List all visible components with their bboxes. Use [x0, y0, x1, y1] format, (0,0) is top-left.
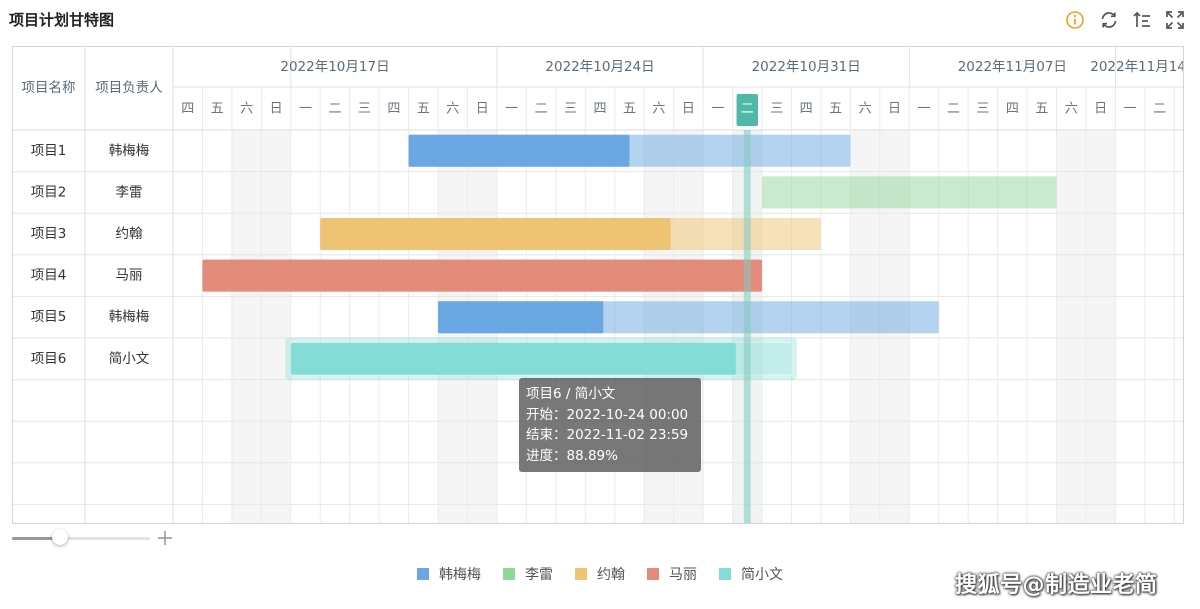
legend-item[interactable]: 约翰: [575, 564, 625, 584]
weekday-label: 一: [505, 102, 518, 117]
task-owner: 简小文: [109, 350, 150, 367]
task-progress[interactable]: [408, 134, 630, 167]
legend-swatch: [719, 568, 731, 580]
task-owner: 约翰: [116, 226, 143, 242]
weekday-label: 二: [947, 102, 960, 117]
weekday-label: 六: [859, 102, 872, 117]
task-name: 项目3: [31, 226, 67, 242]
task-name: 项目1: [31, 143, 67, 159]
weekday-label: 日: [270, 102, 283, 117]
task-progress[interactable]: [320, 218, 671, 250]
weekday-label: 一: [1124, 102, 1137, 117]
weekday-label: 四: [1006, 102, 1019, 117]
legend-item[interactable]: 马丽: [647, 564, 697, 584]
chart-border: [12, 46, 1184, 524]
weekday-label: 一: [711, 102, 724, 117]
legend-item[interactable]: 李雷: [503, 564, 553, 584]
tooltip-progress: 进度：88.89%: [526, 447, 618, 464]
task-bar[interactable]: [762, 176, 1057, 209]
legend-label: 约翰: [597, 567, 625, 583]
weekday-label: 四: [800, 102, 813, 117]
week-label: 2022年11月07日: [958, 59, 1067, 75]
zoom-in-icon[interactable]: [155, 528, 175, 548]
fullscreen-icon[interactable]: [1164, 9, 1186, 31]
legend-item[interactable]: 简小文: [719, 564, 783, 584]
legend-swatch: [503, 568, 515, 580]
weekend-column: [1056, 130, 1086, 524]
weekday-label: 六: [1065, 102, 1078, 117]
task-owner: 韩梅梅: [109, 309, 150, 325]
weekday-label: 一: [299, 102, 312, 117]
legend-label: 简小文: [741, 567, 783, 583]
weekday-label: 三: [564, 102, 577, 117]
weekday-label: 日: [476, 102, 489, 117]
refresh-icon[interactable]: [1098, 9, 1120, 31]
weekday-label: 二: [1153, 102, 1166, 117]
week-label: 2022年10月31日: [752, 59, 861, 75]
task-name: 项目4: [31, 268, 67, 284]
weekend-column: [1085, 130, 1116, 524]
page-title: 项目计划甘特图: [9, 11, 115, 29]
legend-swatch: [575, 568, 587, 580]
weekday-label: 五: [829, 102, 842, 117]
weekday-label: 四: [387, 102, 400, 117]
weekday-label: 四: [181, 102, 194, 117]
legend-label: 李雷: [525, 567, 553, 583]
legend-swatch: [647, 568, 659, 580]
weekday-label: 六: [240, 102, 253, 117]
legend-item[interactable]: 韩梅梅: [417, 564, 481, 584]
info-icon[interactable]: [1064, 9, 1086, 31]
weekday-label: 六: [652, 102, 665, 117]
weekday-label: 一: [917, 102, 930, 117]
zoom-slider[interactable]: [12, 528, 177, 548]
task-progress[interactable]: [202, 259, 762, 292]
task-name: 项目2: [31, 184, 67, 200]
task-progress[interactable]: [438, 301, 604, 334]
task-owner: 韩梅梅: [109, 143, 150, 159]
legend-label: 马丽: [669, 567, 697, 583]
weekday-label: 三: [358, 102, 371, 117]
task-name: 项目6: [31, 351, 67, 367]
legend: 韩梅梅 李雷 约翰 马丽 简小文: [0, 564, 1200, 584]
column-header-owner: 项目负责人: [95, 80, 163, 96]
sort-icon[interactable]: [1131, 9, 1153, 31]
weekday-label: 日: [888, 102, 901, 117]
weekday-label: 二: [328, 102, 341, 117]
legend-swatch: [417, 568, 429, 580]
tooltip-start: 开始：2022-10-24 00:00: [526, 406, 689, 423]
task-name: 项目5: [31, 309, 67, 325]
task-tooltip: 项目6 / 简小文 开始：2022-10-24 00:00 结束：2022-11…: [519, 378, 701, 472]
weekday-label: 六: [446, 102, 459, 117]
zoom-fill: [12, 537, 61, 540]
weekday-label: 三: [770, 102, 783, 117]
weekday-label: 五: [623, 102, 636, 117]
task-owner: 李雷: [116, 184, 143, 200]
weekday-label: 四: [594, 102, 607, 117]
legend-label: 韩梅梅: [439, 567, 481, 583]
today-line: [743, 130, 751, 524]
week-label: 2022年10月24日: [545, 59, 654, 75]
zoom-handle[interactable]: [52, 529, 69, 545]
task-owner: 马丽: [116, 268, 143, 284]
weekday-label: 五: [211, 102, 224, 117]
weekday-label: 三: [976, 102, 989, 117]
tooltip-title: 项目6 / 简小文: [526, 386, 616, 402]
weekday-label: 日: [682, 102, 695, 117]
week-label: 2022年11月14日: [1090, 59, 1184, 75]
weekday-label: 二: [535, 102, 548, 117]
tooltip-end: 结束：2022-11-02 23:59: [526, 427, 689, 444]
weekday-label: 五: [417, 102, 430, 117]
watermark: 搜狐号@制造业老简: [955, 573, 1158, 598]
weekday-label: 日: [1094, 102, 1107, 117]
weekend-column: [261, 130, 291, 524]
task-progress[interactable]: [290, 342, 736, 375]
today-marker: [736, 94, 758, 126]
weekend-column: [231, 130, 262, 524]
task-bar-highlight: [285, 337, 797, 381]
zoom-track[interactable]: [12, 537, 150, 540]
weekday-label: 二: [741, 102, 754, 117]
weekday-label: 五: [1035, 102, 1048, 117]
week-label: 2022年10月17日: [280, 59, 389, 75]
column-header-name: 项目名称: [22, 80, 76, 96]
